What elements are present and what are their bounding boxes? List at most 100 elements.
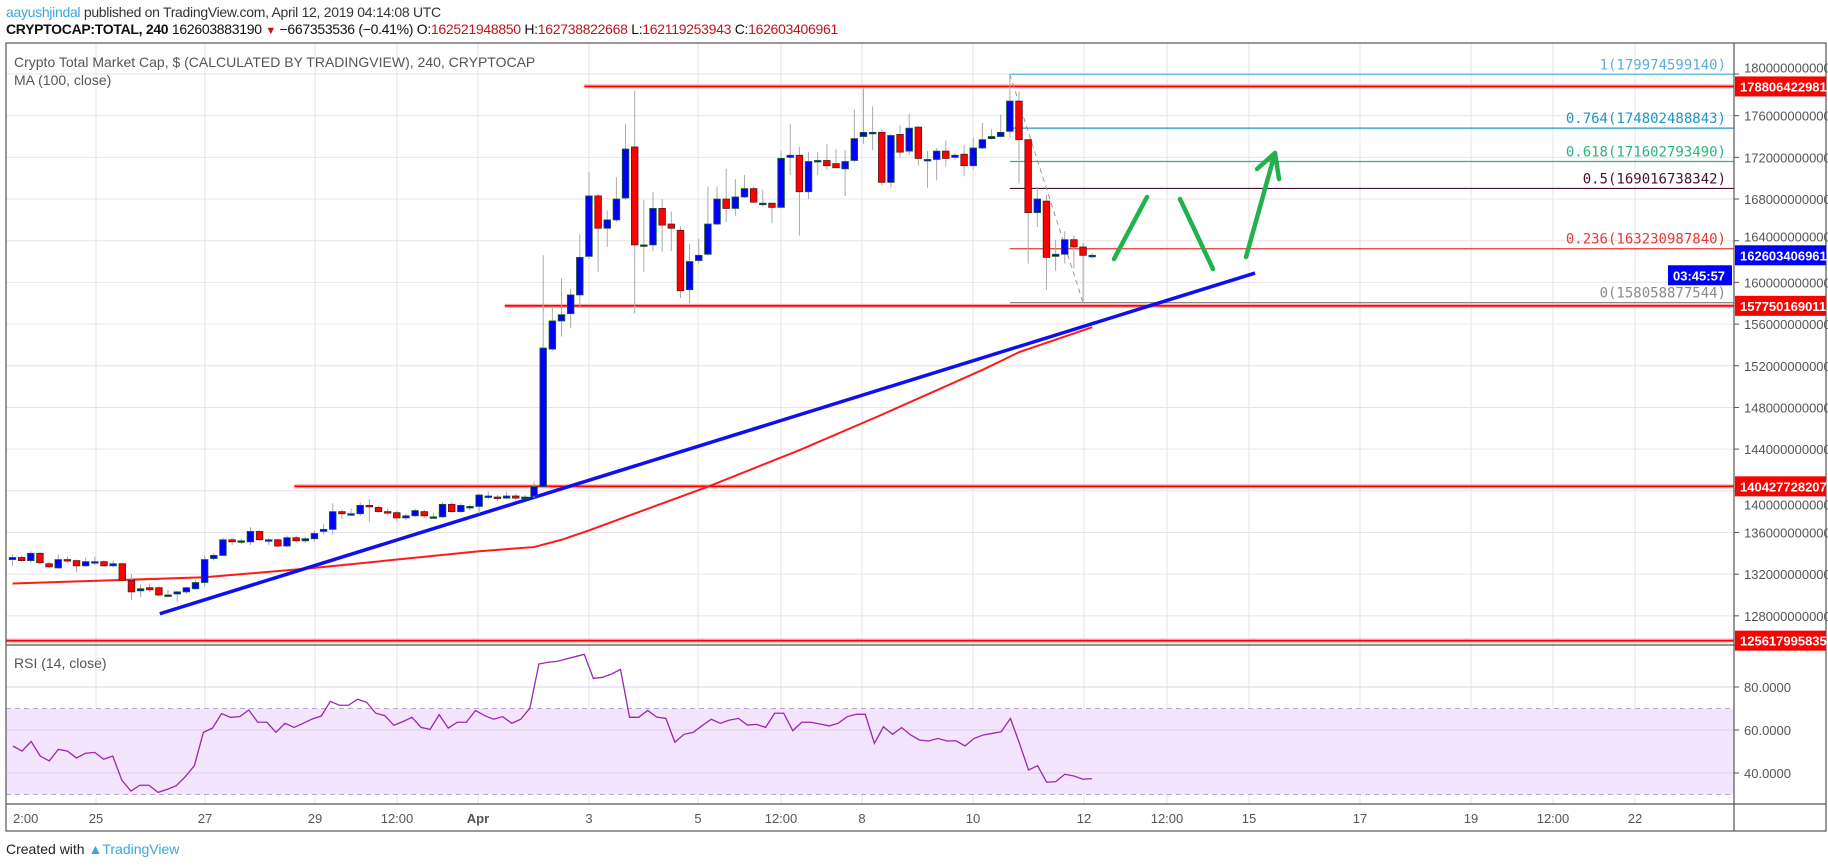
candle-up <box>411 510 419 517</box>
candle-up <box>237 540 245 543</box>
candle-up <box>219 539 227 556</box>
footer: Created with ▲TradingView <box>6 841 179 857</box>
ma-legend[interactable]: MA (100, close) <box>14 72 111 88</box>
candle-up <box>283 537 291 547</box>
candle-up <box>27 552 35 562</box>
fib-level-label: 0(158058877544) <box>1600 286 1726 302</box>
projection-arrow-segment[interactable] <box>1177 196 1216 272</box>
fibonacci-retracement[interactable]: 1(179974599140) 0.764(174802488843) 0.618(… <box>1009 57 1734 304</box>
candle-down <box>63 559 72 562</box>
trendline[interactable] <box>159 271 1256 616</box>
candle-down <box>146 587 154 591</box>
projection-arrow-segment[interactable] <box>1272 150 1282 182</box>
price-axis-label: 168000000000 <box>1744 192 1828 207</box>
level-price-tag-bg <box>1735 630 1826 651</box>
price-axis-label: 156000000000 <box>1744 317 1828 332</box>
candle-up <box>987 136 996 140</box>
rsi-axis-label: 60.0000 <box>1744 723 1791 738</box>
projection-arrow-segment[interactable] <box>1254 150 1278 172</box>
projection-arrow-segment[interactable] <box>1243 150 1278 260</box>
pane-frame <box>5 42 1827 832</box>
candle-down <box>667 223 675 229</box>
candle-up <box>136 588 145 592</box>
candle-down <box>1079 246 1087 256</box>
level-price-tag: 157750169011 <box>1740 299 1826 314</box>
price-axis-label: 152000000000 <box>1744 359 1828 374</box>
close-label: C: <box>734 21 749 37</box>
candle-down <box>393 512 401 519</box>
candle-down <box>155 587 163 596</box>
chart-title: Crypto Total Market Cap, $ (CALCULATED B… <box>14 54 535 70</box>
level-price-tag-bg <box>1735 476 1826 497</box>
candle-up <box>1061 239 1069 255</box>
candle-down <box>447 503 456 513</box>
candle-up <box>887 135 895 183</box>
ascending-trendline[interactable] <box>159 271 1256 616</box>
candle-down <box>274 539 282 547</box>
created-with-text: Created with <box>6 841 85 857</box>
candle-up <box>502 495 511 499</box>
price-axis-label: 132000000000 <box>1744 567 1828 582</box>
close-value: 162603406961 <box>748 21 838 37</box>
candle-down <box>292 537 300 542</box>
horizontal-levels[interactable] <box>6 84 1734 643</box>
candle-up <box>978 139 987 149</box>
price-axis-label: 128000000000 <box>1744 609 1828 624</box>
symbol-info: CRYPTOCAP:TOTAL, 240 162603883190 ▼ −667… <box>6 21 838 37</box>
fib-level-label: 0.236(163230987840) <box>1566 232 1726 248</box>
candle-up <box>804 161 813 193</box>
rsi-legend[interactable]: RSI (14, close) <box>14 655 107 671</box>
price-axis-label: 176000000000 <box>1744 109 1828 124</box>
candle-up <box>329 511 337 530</box>
candle-up <box>557 314 566 322</box>
fib-level-label: 0.618(171602793490) <box>1566 144 1726 160</box>
candle-up <box>164 594 172 597</box>
candle-up <box>585 195 593 257</box>
ma-100-line <box>12 326 1093 585</box>
projection-arrows[interactable] <box>1111 150 1282 272</box>
candle-up <box>566 294 575 315</box>
candle-up <box>521 496 529 499</box>
candle-down <box>914 126 923 159</box>
price-axis-label: 172000000000 <box>1744 150 1828 165</box>
candle-up <box>969 147 977 167</box>
candle-up <box>1088 254 1096 258</box>
rsi-line <box>12 653 1093 794</box>
candle-up <box>91 561 99 564</box>
candle-up <box>438 503 447 518</box>
candle-up <box>264 539 273 542</box>
countdown-tag-bg <box>1668 265 1732 286</box>
candle-down <box>749 188 758 203</box>
fib-level-label: 1(179974599140) <box>1600 57 1726 73</box>
time-axis-label: 12:00 <box>1537 811 1570 826</box>
tradingview-link[interactable]: TradingView <box>102 841 180 857</box>
candle-up <box>457 504 465 513</box>
time-axis-label: 25 <box>89 811 103 826</box>
candle-up <box>932 150 941 160</box>
author-link[interactable]: aayushjindal <box>6 4 81 20</box>
candle-up <box>310 533 319 540</box>
candle-up <box>612 198 621 221</box>
candle-up <box>576 256 584 296</box>
open-value: 162521948850 <box>430 21 521 37</box>
axes[interactable]: 1788064229811577501690111404277282071256… <box>13 60 1828 826</box>
candle-up <box>923 159 932 162</box>
candle-down <box>676 229 685 292</box>
low-value: 162119253943 <box>642 21 732 37</box>
candle-up <box>859 131 868 137</box>
candle-up <box>841 161 849 170</box>
publish-info: aayushjindal published on TradingView.co… <box>6 4 441 20</box>
candle-down <box>823 160 831 167</box>
price-axis-label: 180000000000 <box>1744 60 1828 75</box>
candle-up <box>301 538 309 542</box>
candle-down <box>1015 100 1023 141</box>
candle-up <box>484 495 492 498</box>
candle-up <box>850 138 858 161</box>
projection-arrow-segment[interactable] <box>1111 194 1150 262</box>
time-axis-label: 19 <box>1464 811 1478 826</box>
level-price-tag: 140427728207 <box>1740 479 1827 494</box>
rsi-band <box>6 686 1734 795</box>
price-axis-label: 140000000000 <box>1744 497 1828 512</box>
time-axis-label: 3 <box>585 811 592 826</box>
